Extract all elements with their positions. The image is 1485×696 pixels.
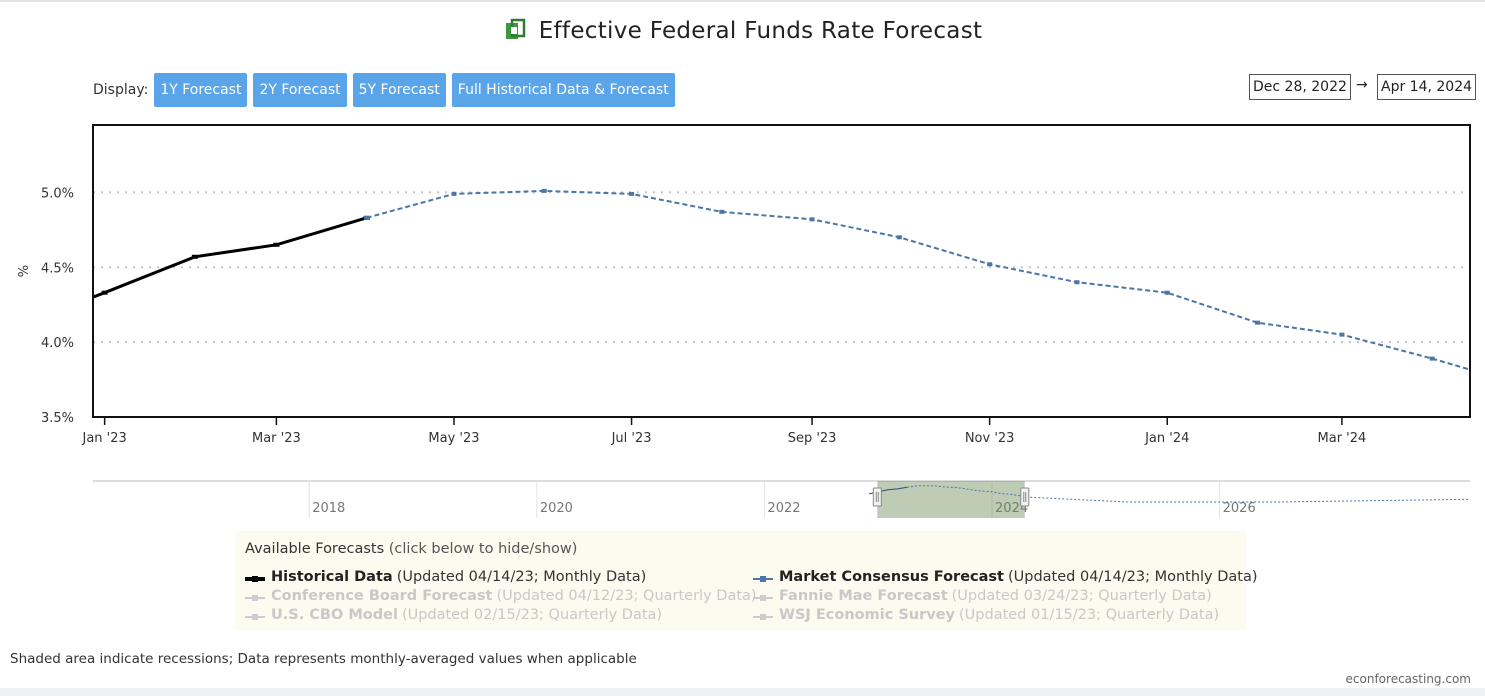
x-tick-label: Jan '23 xyxy=(81,431,126,446)
legend-item-note: (Updated 04/14/23; Monthly Data) xyxy=(396,569,647,585)
historical-data-point[interactable] xyxy=(191,254,198,259)
top-rule xyxy=(0,0,1485,2)
legend-item[interactable]: Conference Board Forecast (Updated 04/12… xyxy=(245,588,757,604)
x-tick-label: May '23 xyxy=(428,431,479,446)
5y-forecast-button[interactable]: 5Y Forecast xyxy=(352,73,446,107)
legend-subtitle: (click below to hide/show) xyxy=(388,541,578,557)
forecast-data-point[interactable] xyxy=(809,217,815,222)
forecast-data-point[interactable] xyxy=(1074,280,1080,285)
date-from-input[interactable]: Dec 28, 2022 xyxy=(1249,74,1351,100)
legend-panel: Available Forecasts (click below to hide… xyxy=(235,531,1258,630)
legend-item-name: Conference Board Forecast xyxy=(271,588,493,604)
plot-frame xyxy=(92,124,1471,418)
legend-item[interactable]: Historical Data (Updated 04/14/23; Month… xyxy=(245,569,646,585)
y-tick-label: 4.5% xyxy=(41,261,74,276)
chart-title-text: Effective Federal Funds Rate Forecast xyxy=(538,18,983,44)
x-tick-label: Nov '23 xyxy=(965,431,1015,446)
historical-data-point[interactable] xyxy=(11,325,17,329)
y-axis-title: % xyxy=(17,265,32,277)
forecast-data-point[interactable] xyxy=(1429,356,1435,361)
forecast-data-point[interactable] xyxy=(1254,320,1260,325)
legend-symbol-icon xyxy=(245,591,265,601)
legend-symbol-icon xyxy=(753,572,773,582)
y-tick-label: 4.0% xyxy=(41,336,74,351)
legend-item[interactable]: Fannie Mae Forecast (Updated 03/24/23; Q… xyxy=(753,588,1212,604)
chart-title: Effective Federal Funds Rate Forecast xyxy=(503,18,983,44)
display-controls: Display: 1Y Forecast 2Y Forecast 5Y Fore… xyxy=(93,73,675,107)
navigator-series xyxy=(1030,496,1471,503)
navigator-tick-label: 2022 xyxy=(767,501,800,516)
forecast-data-point[interactable] xyxy=(451,191,457,196)
navigator-series xyxy=(906,485,1031,498)
legend-item-name: WSJ Economic Survey xyxy=(779,607,956,623)
market-consensus-line[interactable] xyxy=(366,189,1485,384)
legend-symbol-icon xyxy=(245,572,265,582)
legend-item-note: (Updated 04/12/23; Quarterly Data) xyxy=(496,588,757,604)
y-tick-label: 3.5% xyxy=(41,411,74,426)
x-tick-label: Mar '24 xyxy=(1318,431,1367,446)
legend-item-name: U.S. CBO Model xyxy=(271,607,398,623)
forecast-data-point[interactable] xyxy=(541,188,547,193)
navigator-tick-label: 2026 xyxy=(1223,501,1256,516)
forecast-data-point[interactable] xyxy=(1164,290,1170,295)
navigator-tick-label: 2018 xyxy=(312,501,345,516)
x-tick-label: Mar '23 xyxy=(252,431,301,446)
date-to-input[interactable]: Apr 14, 2024 xyxy=(1377,74,1477,100)
x-tick-label: Jan '24 xyxy=(1144,431,1189,446)
credit-link[interactable]: econforecasting.com xyxy=(1345,672,1471,686)
legend-item[interactable]: U.S. CBO Model (Updated 02/15/23; Quarte… xyxy=(245,607,662,623)
forecast-data-point[interactable] xyxy=(629,191,635,196)
bottom-rule xyxy=(0,688,1485,696)
main-chart: 3.5% 4.0% 4.5% 5.0% Jan '23 Mar '23 May '23 Ju… xyxy=(11,124,1485,446)
forecast-data-point[interactable] xyxy=(364,215,370,220)
navigator-left-handle[interactable] xyxy=(872,487,882,507)
legend-item-note: (Updated 01/15/23; Quarterly Data) xyxy=(959,607,1220,623)
legend-title-text: Available Forecasts xyxy=(245,541,385,557)
navigator-tick-label: 2024 xyxy=(995,501,1028,516)
forecast-data-point[interactable] xyxy=(987,262,993,267)
legend-item[interactable]: WSJ Economic Survey (Updated 01/15/23; Q… xyxy=(753,607,1219,623)
legend-item-note: (Updated 02/15/23; Quarterly Data) xyxy=(401,607,663,623)
forecast-data-point[interactable] xyxy=(896,235,902,240)
historical-data-point[interactable] xyxy=(273,242,280,247)
x-tick-label: Jul '23 xyxy=(611,431,652,446)
navigator-tick-label: 2020 xyxy=(540,501,573,516)
historical-data-point[interactable] xyxy=(101,290,108,295)
title-area: Effective Federal Funds Rate Forecast xyxy=(0,18,1485,48)
legend-symbol-icon xyxy=(753,591,773,601)
2y-forecast-button[interactable]: 2Y Forecast xyxy=(253,73,347,107)
navigator-selection[interactable] xyxy=(877,481,1025,518)
forecast-data-point[interactable] xyxy=(1339,332,1345,337)
forecast-data-point[interactable] xyxy=(719,209,725,214)
legend-item-name: Historical Data xyxy=(271,569,393,585)
legend-item-name: Fannie Mae Forecast xyxy=(779,588,948,604)
legend-item-note: (Updated 03/24/23; Quarterly Data) xyxy=(951,588,1212,604)
y-tick-label: 5.0% xyxy=(41,186,74,201)
legend-title: Available Forecasts (click below to hide… xyxy=(245,541,577,557)
date-range-arrow: → xyxy=(1356,77,1368,93)
site-logo-icon xyxy=(505,18,525,39)
legend-item-note: (Updated 04/14/23; Monthly Data) xyxy=(1007,569,1258,585)
full-history-button[interactable]: Full Historical Data & Forecast xyxy=(451,73,675,107)
navigator[interactable]: 2018 2020 2022 2024 2026 xyxy=(0,478,1485,528)
legend-symbol-icon xyxy=(753,610,773,620)
navigator-right-handle[interactable] xyxy=(1020,487,1030,507)
legend-item-name: Market Consensus Forecast xyxy=(779,569,1004,585)
display-label: Display: xyxy=(93,82,149,98)
legend-symbol-icon xyxy=(245,610,265,620)
legend-item[interactable]: Market Consensus Forecast (Updated 04/14… xyxy=(753,569,1258,585)
1y-forecast-button[interactable]: 1Y Forecast xyxy=(154,73,248,107)
footnote: Shaded area indicate recessions; Data re… xyxy=(10,651,637,667)
x-tick-label: Sep '23 xyxy=(788,431,837,446)
